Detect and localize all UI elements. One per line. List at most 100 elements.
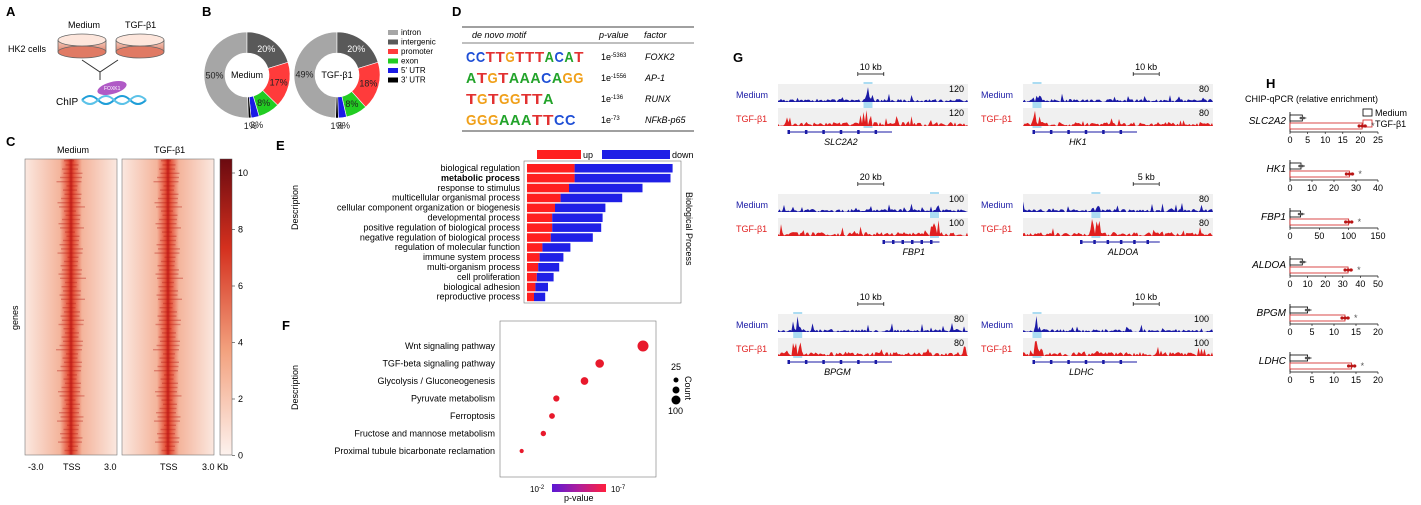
qpcr-tick-label: 25 <box>1373 135 1383 145</box>
merge-arrow-icon <box>81 59 119 80</box>
heatmap-streak <box>155 223 177 225</box>
heatmap-streak <box>155 273 179 275</box>
qpcr-tick-label: 30 <box>1351 183 1361 193</box>
donut-percent-label: 8% <box>257 98 270 108</box>
term-label: biological adhesion <box>443 282 520 292</box>
qpcr-tick-label: 15 <box>1351 327 1361 337</box>
heatmap-streak <box>66 302 76 305</box>
bar-tgf <box>1289 218 1350 226</box>
heatmap-streak <box>161 210 173 212</box>
bar-tgf <box>1289 266 1349 274</box>
heatmap-streak <box>66 235 80 237</box>
term-label: multi-organism process <box>427 262 521 272</box>
panel-d-label: D <box>452 4 461 19</box>
gene-exon <box>1102 360 1105 364</box>
tgf-track-max: 100 <box>949 218 964 228</box>
heatmap-streak <box>161 260 175 263</box>
legend-swatch <box>388 49 398 54</box>
point-tgf <box>1350 364 1354 368</box>
heatmap-tgf-title: TGF-β1 <box>154 145 185 155</box>
heatmap-streak <box>165 445 175 447</box>
dna-helix-icon <box>81 95 147 105</box>
gene-exon <box>822 360 825 364</box>
pvalue-axis-tick: 10-7 <box>611 485 626 494</box>
gene-exon <box>857 360 860 364</box>
heatmap-streak <box>155 391 177 393</box>
point-tgf <box>1347 220 1351 224</box>
gene-exon <box>839 130 843 134</box>
point-medium <box>1300 212 1304 216</box>
pathway-label: TGF-beta signaling pathway <box>382 359 495 369</box>
panel-f-label: F <box>282 318 290 333</box>
panel-b-label: B <box>202 4 211 19</box>
scale-bar <box>1132 302 1160 306</box>
bar-tgf <box>1289 170 1350 178</box>
gene-exon <box>1049 130 1053 134</box>
gene-exon <box>1049 360 1053 364</box>
point-tgf <box>1346 316 1350 320</box>
motif-letter: G <box>499 91 510 108</box>
pvalue-colorbar <box>552 484 606 492</box>
motif-logo: T G T G G T T ATGTGGTTA <box>466 91 554 108</box>
tgf-track-max: 80 <box>1199 108 1209 118</box>
heatmap-streak <box>66 185 78 187</box>
motif-column-header: de novo motif <box>472 30 528 40</box>
motif-letter: T <box>574 49 583 66</box>
motif-letter: A <box>509 70 519 87</box>
tgf-track-bg <box>1023 218 1213 236</box>
motif-letter: C <box>541 70 551 87</box>
gene-exon <box>1102 130 1105 134</box>
heatmap-streak <box>160 239 176 242</box>
gene-exon <box>1032 130 1035 134</box>
heatmap-streak <box>64 193 82 195</box>
donut-center-label: TGF-β1 <box>321 70 352 80</box>
heatmap-streak <box>162 382 178 384</box>
heatmap-streak <box>158 437 180 439</box>
qpcr-tick-label: 10 <box>1307 183 1317 193</box>
heatmap-streak <box>67 256 79 258</box>
qpcr-tick-label: 10 <box>1320 135 1330 145</box>
motif-letter: G <box>488 112 499 129</box>
heatmap-xtick: 3.0 <box>104 462 117 472</box>
colorbar-tick-label: 2 <box>238 394 243 404</box>
donut-percent-label: 20% <box>257 44 275 54</box>
significance-star: * <box>1357 265 1361 275</box>
motif-letter: G <box>563 70 573 87</box>
heatmap-streak <box>160 290 178 292</box>
heatmap-streak <box>161 449 175 452</box>
significance-star: * <box>1354 313 1358 323</box>
pvalue-axis-tick: 10-2 <box>530 485 545 494</box>
heatmap-streak <box>65 382 81 384</box>
heatmap-streak <box>164 374 174 376</box>
point-medium <box>1307 308 1311 312</box>
motif-letter: A <box>499 112 510 129</box>
point-tgf <box>1346 268 1350 272</box>
heatmap-streak <box>160 428 176 431</box>
term-label: immune system process <box>423 252 521 262</box>
heatmap-streak <box>162 214 178 216</box>
heatmap-streak <box>156 395 182 397</box>
heatmap-streak <box>58 223 80 225</box>
heatmap-streak <box>159 319 181 321</box>
heatmap-medium-title: Medium <box>57 145 89 155</box>
gene-exon <box>882 240 885 244</box>
peak-highlight <box>863 82 873 128</box>
motif-letter: C <box>554 112 565 129</box>
medium-dish-label: Medium <box>68 20 100 30</box>
heatmap-xtick: TSS <box>160 462 178 472</box>
heatmap-streak <box>159 269 179 271</box>
track-fbp1: 20 kb Medium TGF-β1 100 100 FBP1 <box>736 172 968 257</box>
colorbar-ticks: 10 8 6 4 2 0 <box>232 168 248 461</box>
significance-star: * <box>1361 361 1365 371</box>
legend-swatch <box>388 68 398 73</box>
heatmap-streak <box>163 235 177 237</box>
h-title: CHIP-qPCR (relative enrichment) <box>1245 94 1378 104</box>
medium-track-bg <box>778 314 968 332</box>
colorbar-tick-label: 4 <box>238 338 243 348</box>
factor-column-header: factor <box>644 30 668 40</box>
motif-letter: T <box>535 49 544 66</box>
enrichment-dot <box>549 413 555 419</box>
heatmap-xtick: -3.0 <box>28 462 44 472</box>
heatmap-streak <box>157 365 179 368</box>
heatmap-xtick: TSS <box>63 462 81 472</box>
